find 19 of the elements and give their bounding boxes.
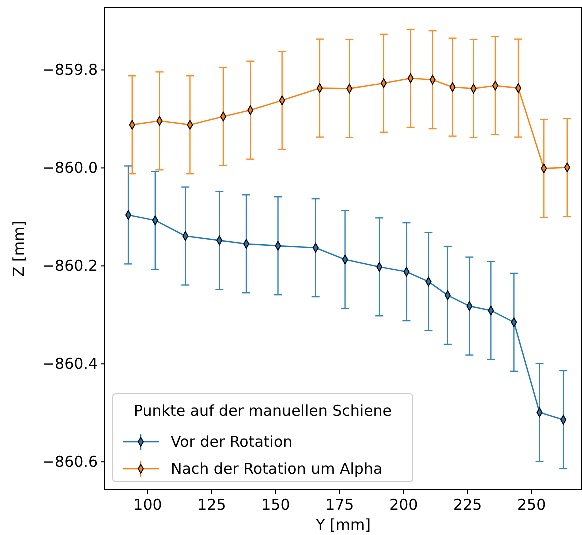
- legend-label: Vor der Rotation: [171, 433, 293, 451]
- x-tick-label: 225: [454, 496, 482, 514]
- y-tick-label: −860.0: [42, 159, 98, 178]
- x-tick-label: 250: [518, 496, 546, 514]
- x-tick-label: 150: [262, 496, 290, 514]
- x-axis-title: Y [mm]: [315, 516, 371, 534]
- x-tick-label: 100: [134, 496, 162, 514]
- y-tick-label: −859.8: [42, 61, 98, 80]
- legend-title: Punkte auf der manuellen Schiene: [134, 402, 392, 420]
- y-axis-title: Z [mm]: [10, 221, 28, 277]
- x-tick-label: 125: [198, 496, 226, 514]
- y-tick-label: −860.4: [42, 355, 98, 374]
- y-tick-label: −860.6: [42, 453, 98, 472]
- legend-label: Nach der Rotation um Alpha: [171, 460, 383, 478]
- point: [243, 239, 250, 249]
- x-tick-label: 200: [390, 496, 418, 514]
- y-tick-label: −860.2: [42, 257, 98, 276]
- x-tick-label: 175: [326, 496, 354, 514]
- point: [492, 81, 499, 91]
